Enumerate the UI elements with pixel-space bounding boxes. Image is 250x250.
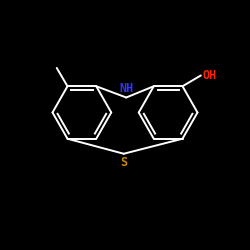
Text: OH: OH	[203, 69, 217, 82]
Text: NH: NH	[119, 82, 134, 96]
Text: S: S	[120, 156, 127, 169]
